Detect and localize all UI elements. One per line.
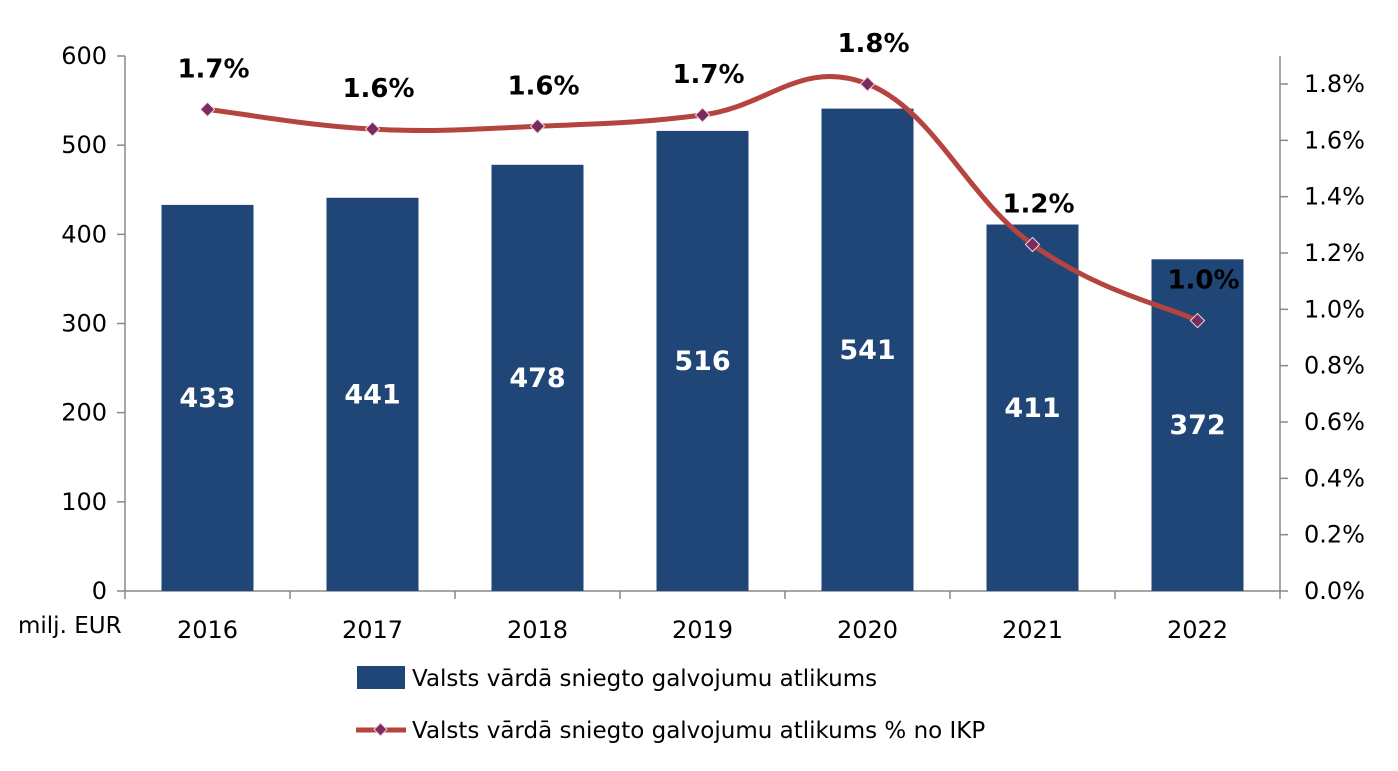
line-data-label: 1.8% xyxy=(837,29,909,59)
bar-data-label: 433 xyxy=(179,383,235,414)
axes: 0 100 200 300 400 500 600 0.0% 0.2% 0.4% 0.6% 0.8% 1… xyxy=(61,42,1365,644)
left-axis-tick-label: 200 xyxy=(61,399,107,427)
line-marker xyxy=(199,101,216,118)
legend: Valsts vārdā sniegto galvojumu atlikums … xyxy=(356,666,985,744)
right-axis-tick-label: 0.6% xyxy=(1304,408,1365,436)
line-marker xyxy=(529,118,546,135)
bar-data-label: 441 xyxy=(344,379,400,410)
bar xyxy=(656,130,749,591)
x-axis-tick-label: 2020 xyxy=(837,616,898,644)
bar-data-label: 411 xyxy=(1004,393,1060,424)
bar xyxy=(821,108,914,591)
line-data-label: 1.0% xyxy=(1167,266,1239,296)
left-axis-tick-label: 400 xyxy=(61,220,107,248)
line-data-label: 1.6% xyxy=(342,74,414,104)
bar-data-label: 478 xyxy=(509,363,565,394)
x-axis-tick-label: 2017 xyxy=(342,616,403,644)
line-data-label: 1.6% xyxy=(507,71,579,101)
line-marker xyxy=(1189,312,1206,329)
left-axis-tick-label: 300 xyxy=(61,310,107,338)
right-axis-tick-label: 1.2% xyxy=(1304,239,1365,267)
bar xyxy=(986,224,1079,591)
right-axis-tick-label: 0.0% xyxy=(1304,577,1365,605)
left-axis-tick-label: 100 xyxy=(61,488,107,516)
left-axis-tick-label: 600 xyxy=(61,42,107,70)
x-axis-tick-label: 2016 xyxy=(177,616,238,644)
line-marker xyxy=(1024,236,1041,253)
left-axis-unit-label: milj. EUR xyxy=(18,613,122,639)
line-data-label: 1.2% xyxy=(1002,190,1074,220)
legend-swatch-bars xyxy=(357,666,405,689)
line-data-label: 1.7% xyxy=(177,54,249,84)
right-axis-tick-label: 0.2% xyxy=(1304,521,1365,549)
bar xyxy=(161,204,254,592)
right-axis-tick-label: 1.6% xyxy=(1304,126,1365,154)
right-axis-tick-label: 1.8% xyxy=(1304,70,1365,98)
bar xyxy=(326,197,419,591)
x-axis-tick-label: 2021 xyxy=(1002,616,1063,644)
legend-swatch-marker xyxy=(373,722,388,737)
line-marker xyxy=(859,76,876,92)
left-axis-tick-label: 0 xyxy=(92,577,107,605)
bar-data-label: 541 xyxy=(839,335,895,366)
data-labels: 433 441 478 516 541 411 372 1.7% 1.6% 1.6% 1.7% 1.8… xyxy=(177,29,1239,441)
bar-data-label: 516 xyxy=(674,346,730,377)
right-axis-tick-label: 0.4% xyxy=(1304,464,1365,492)
right-axis-tick-label: 1.4% xyxy=(1304,183,1365,211)
line-marker xyxy=(364,121,381,137)
x-axis-tick-label: 2019 xyxy=(672,616,733,644)
right-axis-tick-label: 0.8% xyxy=(1304,352,1365,380)
bar-series xyxy=(161,108,1244,592)
x-axis-tick-label: 2018 xyxy=(507,616,568,644)
right-axis-tick-label: 1.0% xyxy=(1304,295,1365,323)
line-data-label: 1.7% xyxy=(672,60,744,90)
line-series xyxy=(199,73,1206,329)
legend-label-line: Valsts vārdā sniegto galvojumu atlikums … xyxy=(412,718,985,744)
left-axis-tick-label: 500 xyxy=(61,131,107,159)
bar xyxy=(491,164,584,592)
bar-data-label: 372 xyxy=(1169,410,1225,441)
x-axis-tick-label: 2022 xyxy=(1167,616,1228,644)
line-marker xyxy=(694,107,711,123)
legend-label-bars: Valsts vārdā sniegto galvojumu atlikums xyxy=(412,666,877,692)
